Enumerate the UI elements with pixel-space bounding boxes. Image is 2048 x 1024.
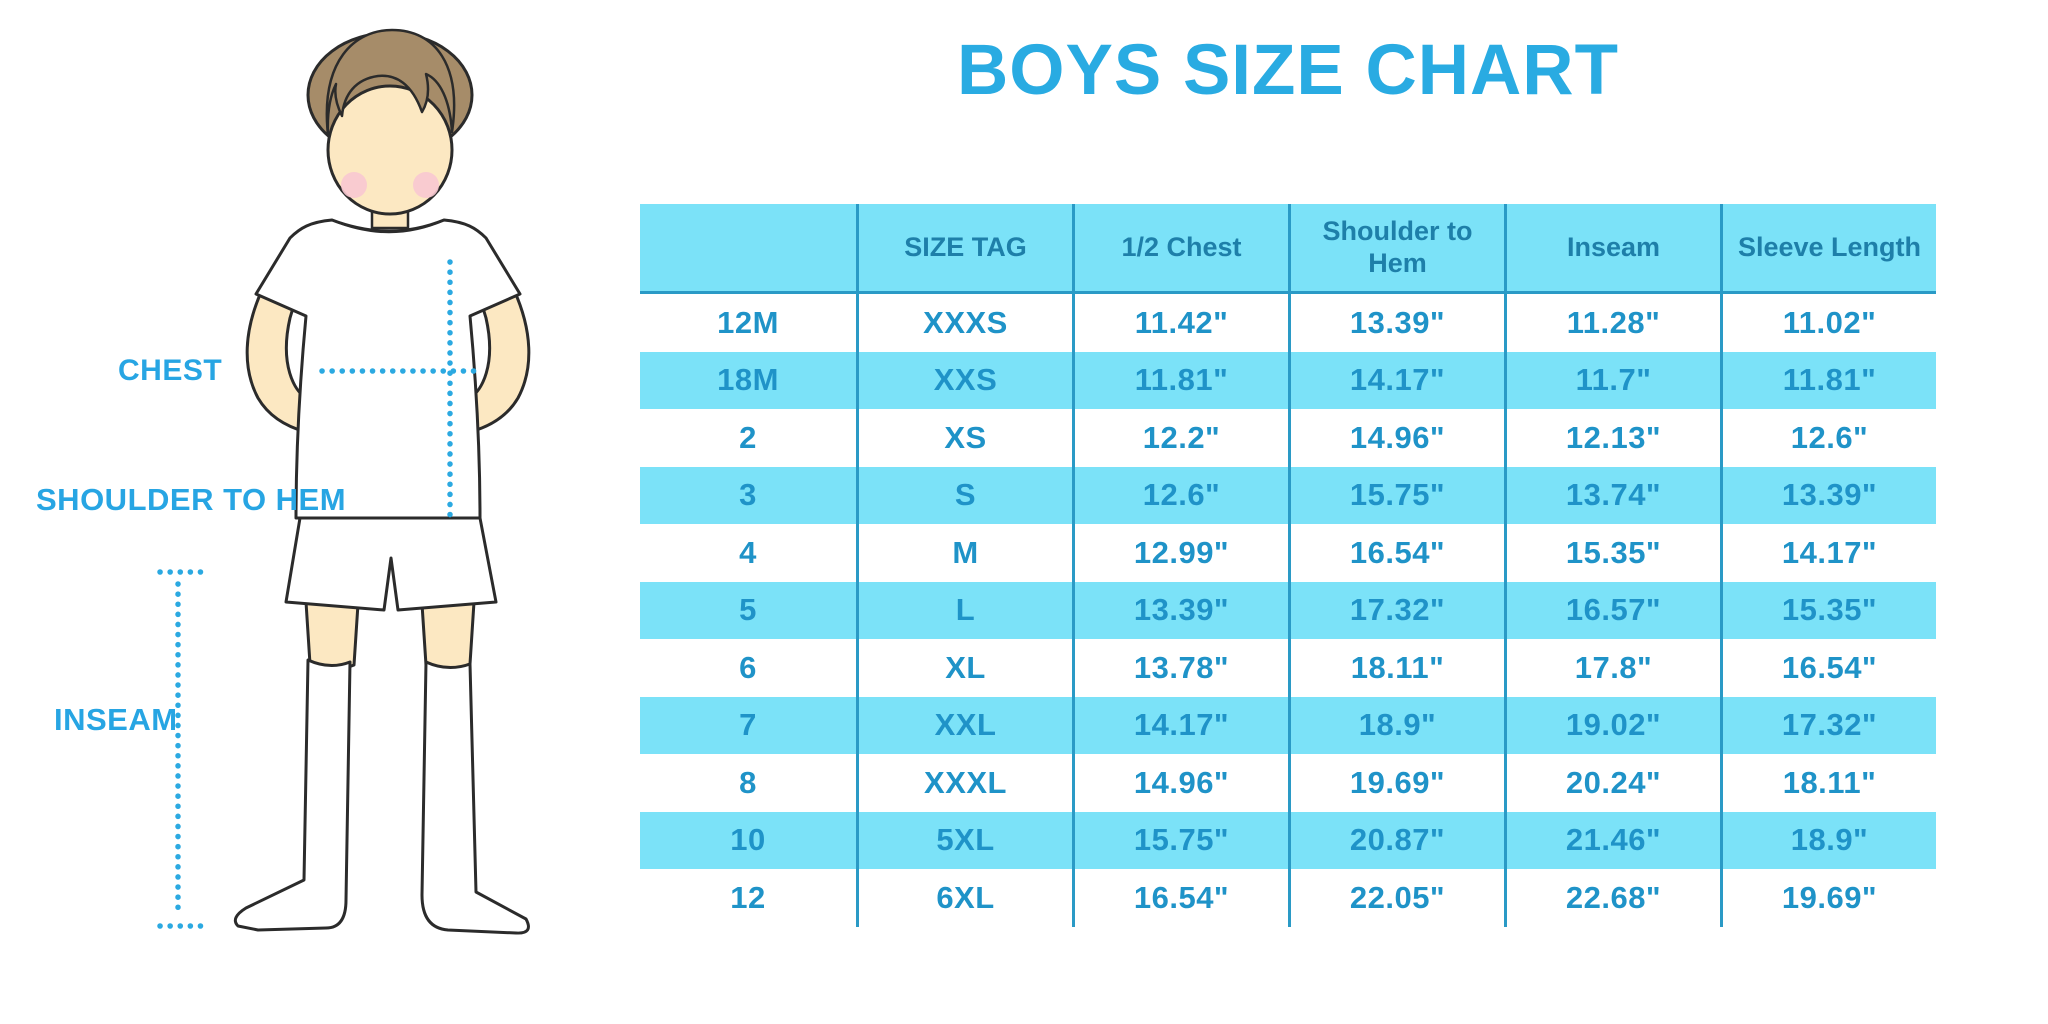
page-title: BOYS SIZE CHART: [957, 31, 1619, 110]
value-cell: 13.74": [1504, 466, 1720, 524]
hair-fringe-shape: [325, 28, 456, 137]
value-cell: 11.81": [1720, 351, 1936, 409]
value-cell: 11.02": [1720, 294, 1936, 352]
column-header: 1/2 Chest: [1072, 204, 1288, 294]
value-cell: 16.54": [1720, 639, 1936, 697]
shorts-shape: [284, 516, 498, 612]
value-cell: 11.28": [1504, 294, 1720, 352]
value-cell: 19.69": [1288, 754, 1504, 812]
size-cell: 12M: [717, 304, 779, 340]
size-chart-table: SIZE TAG 1/2 Chest Shoulder to Hem Inseam Sl…: [640, 204, 1936, 927]
chest-label: CHEST: [118, 354, 223, 387]
value-cell: 14.96": [1072, 754, 1288, 812]
value-cell: 14.17": [1720, 524, 1936, 582]
value-cell: 17.8": [1504, 639, 1720, 697]
value-cell: 13.39": [1720, 466, 1936, 524]
value-cell: 19.69": [1720, 869, 1936, 927]
value-cell: XXL: [856, 696, 1072, 754]
value-cell: 16.57": [1504, 581, 1720, 639]
value-cell: 21.46": [1504, 811, 1720, 869]
value-cell: 12.6": [1072, 466, 1288, 524]
value-cell: 12.13": [1504, 409, 1720, 467]
size-cell: 7: [640, 696, 856, 754]
value-cell: 12.2": [1072, 409, 1288, 467]
size-cell: 2: [739, 419, 757, 455]
arms-shape: [245, 288, 531, 434]
value-cell: 16.54": [1288, 524, 1504, 582]
value-cell: XXS: [856, 351, 1072, 409]
column-header: [640, 204, 856, 294]
value-cell: 19.02": [1504, 696, 1720, 754]
value-cell: L: [856, 581, 1072, 639]
value-cell: 6XL: [856, 869, 1072, 927]
size-cell: 10: [640, 811, 856, 869]
value-cell: 15.35": [1504, 524, 1720, 582]
value-cell: 12.99": [1072, 524, 1288, 582]
shoulder-to-hem-label: SHOULDER TO HEM: [36, 482, 347, 517]
value-cell: 18.11": [1288, 639, 1504, 697]
blush-circles: [341, 172, 439, 198]
size-cell: 5: [640, 581, 856, 639]
value-cell: 14.17": [1288, 351, 1504, 409]
value-cell: 11.7": [1504, 351, 1720, 409]
socks-shape: [233, 658, 530, 935]
value-cell: 15.35": [1720, 581, 1936, 639]
value-cell: 18.9": [1720, 811, 1936, 869]
value-cell: 5XL: [856, 811, 1072, 869]
column-header: Shoulder to Hem: [1288, 204, 1504, 294]
value-cell: XXXS: [856, 294, 1072, 352]
inseam-label: INSEAM: [54, 702, 178, 737]
value-cell: 11.42": [1072, 294, 1288, 352]
legs-shape: [304, 600, 476, 671]
size-cell: 6: [739, 649, 757, 685]
value-cell: 22.05": [1288, 869, 1504, 927]
value-cell: 20.24": [1504, 754, 1720, 812]
collar-line: [330, 218, 446, 234]
value-cell: 14.96": [1288, 409, 1504, 467]
boy-illustration: [157, 28, 531, 935]
size-cell: 12: [730, 879, 766, 915]
value-cell: 17.32": [1288, 581, 1504, 639]
value-cell: 13.39": [1072, 581, 1288, 639]
value-cell: 13.39": [1288, 294, 1504, 352]
value-cell: 22.68": [1504, 869, 1720, 927]
size-cell: 18M: [640, 351, 856, 409]
value-cell: 15.75": [1072, 811, 1288, 869]
value-cell: 13.78": [1072, 639, 1288, 697]
value-cell: 15.75": [1288, 466, 1504, 524]
inseam-measure-line: [157, 569, 205, 929]
column-header: SIZE TAG: [856, 204, 1072, 294]
value-cell: 12.6": [1720, 409, 1936, 467]
value-cell: XXXL: [856, 754, 1072, 812]
value-cell: 14.17": [1072, 696, 1288, 754]
tshirt-shape: [254, 218, 522, 520]
column-header: Sleeve Length: [1720, 204, 1936, 294]
value-cell: 17.32": [1720, 696, 1936, 754]
value-cell: 18.9": [1288, 696, 1504, 754]
value-cell: XL: [856, 639, 1072, 697]
value-cell: 18.11": [1720, 754, 1936, 812]
size-cell: 3: [640, 466, 856, 524]
size-cell: 4: [739, 534, 757, 570]
value-cell: S: [856, 466, 1072, 524]
value-cell: XS: [856, 409, 1072, 467]
size-cell: 8: [739, 764, 757, 800]
value-cell: 11.81": [1072, 351, 1288, 409]
value-cell: M: [856, 524, 1072, 582]
column-header: Inseam: [1504, 204, 1720, 294]
value-cell: 16.54": [1072, 869, 1288, 927]
value-cell: 20.87": [1288, 811, 1504, 869]
